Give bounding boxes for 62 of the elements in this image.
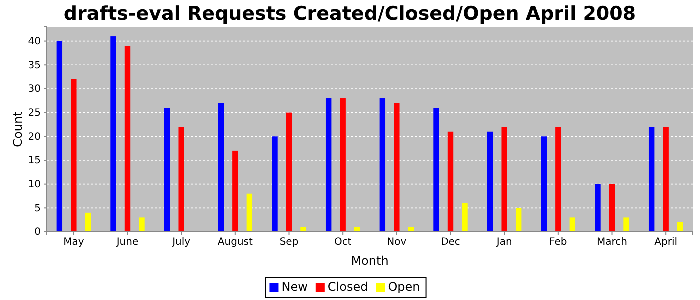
bar	[516, 208, 522, 232]
x-tick-label: Feb	[550, 237, 568, 248]
x-axis-title: Month	[351, 254, 389, 268]
bar	[139, 218, 145, 232]
bar	[340, 98, 346, 232]
y-tick-label: 5	[34, 203, 41, 214]
bar	[232, 150, 238, 232]
bar	[570, 218, 576, 232]
x-tick-label: Dec	[441, 237, 460, 248]
bar	[556, 127, 562, 232]
bar	[394, 103, 400, 232]
bar	[624, 218, 630, 232]
bar	[71, 79, 77, 232]
x-tick-label: Jan	[496, 237, 512, 248]
bar	[300, 227, 306, 232]
legend-label: New	[282, 280, 308, 294]
bar	[246, 194, 253, 232]
bar	[434, 108, 440, 232]
bar	[648, 127, 655, 232]
bar	[462, 203, 468, 232]
y-tick-label: 40	[28, 36, 41, 48]
bar	[677, 222, 684, 232]
y-tick-label: 35	[28, 60, 41, 72]
x-tick-label: June	[116, 237, 139, 248]
y-tick-label: 15	[28, 156, 41, 167]
y-tick-label: 30	[28, 84, 41, 96]
x-tick-label: Oct	[334, 237, 352, 248]
bar	[272, 136, 278, 232]
x-tick-label: April	[654, 237, 678, 248]
bar	[56, 41, 63, 232]
bar	[448, 132, 454, 232]
legend-label: Open	[388, 280, 420, 294]
bar	[178, 127, 184, 232]
x-tick-label: May	[64, 237, 84, 248]
legend-label: Closed	[328, 280, 368, 294]
x-tick-label: July	[172, 237, 191, 248]
bar	[354, 227, 360, 232]
y-tick-label: 20	[28, 132, 41, 143]
x-tick-label: August	[218, 237, 253, 248]
y-tick-label: 25	[28, 108, 41, 120]
bar	[326, 98, 332, 232]
bar	[541, 136, 548, 232]
y-axis-title: Count	[11, 111, 25, 148]
bar	[218, 103, 224, 232]
bar	[595, 184, 601, 232]
x-tick-label: Sep	[280, 237, 299, 248]
bar	[124, 46, 131, 232]
x-tick-label: Nov	[387, 237, 407, 248]
bar	[286, 112, 292, 232]
bar	[85, 212, 92, 232]
bar	[502, 127, 508, 232]
bar	[487, 132, 494, 232]
bar	[408, 227, 414, 232]
bar	[380, 98, 386, 232]
y-tick-label: 0	[34, 227, 41, 238]
y-tick-label: 10	[28, 180, 41, 191]
x-tick-label: March	[597, 237, 628, 248]
bar	[663, 127, 669, 232]
chart-title: drafts-eval Requests Created/Closed/Open April 2008	[64, 3, 636, 25]
bar	[110, 36, 116, 232]
bar	[609, 184, 616, 232]
bar	[164, 108, 170, 232]
